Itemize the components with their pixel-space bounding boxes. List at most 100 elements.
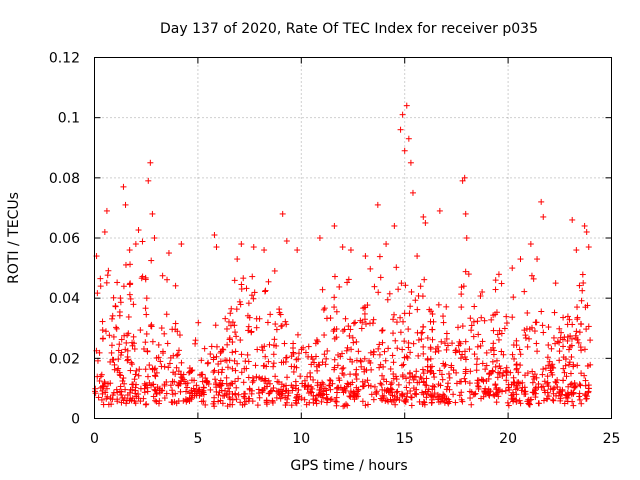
data-point [169, 387, 176, 394]
data-point [530, 373, 537, 380]
data-point [379, 372, 386, 379]
data-point [333, 308, 340, 315]
data-point [207, 351, 214, 358]
data-point [531, 328, 538, 335]
data-point [405, 326, 412, 333]
data-point [350, 320, 357, 327]
data-point [397, 314, 404, 321]
data-point [211, 398, 218, 405]
data-point [345, 323, 352, 330]
data-point [150, 393, 157, 400]
data-point [528, 396, 535, 403]
data-point [495, 271, 502, 278]
data-point [329, 380, 336, 387]
data-point [242, 358, 249, 365]
data-point [299, 380, 306, 387]
data-point [429, 311, 436, 318]
data-point [288, 402, 295, 409]
data-point [278, 391, 285, 398]
data-point [102, 328, 109, 335]
data-point [362, 253, 369, 260]
data-point [397, 126, 404, 133]
data-point [174, 351, 181, 358]
data-point [132, 241, 139, 248]
data-point [376, 351, 383, 358]
data-point [500, 369, 507, 376]
data-point [574, 336, 581, 343]
data-point [492, 286, 499, 293]
data-point [385, 345, 392, 352]
data-point [587, 337, 594, 344]
data-point [392, 337, 399, 344]
data-point [465, 271, 472, 278]
data-point [530, 389, 537, 396]
data-point [478, 314, 485, 321]
data-point [443, 386, 450, 393]
data-point [120, 283, 127, 290]
data-point [98, 396, 105, 403]
data-point [238, 241, 245, 248]
data-point [211, 231, 218, 238]
data-point [578, 321, 585, 328]
data-point [370, 348, 377, 355]
data-point [347, 389, 354, 396]
data-point [100, 382, 107, 389]
data-point [195, 386, 202, 393]
data-point [163, 390, 170, 397]
data-point [556, 348, 563, 355]
data-point [574, 314, 581, 321]
data-point [129, 361, 136, 368]
data-point [574, 362, 581, 369]
x-tick-label: 5 [193, 431, 202, 447]
data-point [509, 351, 516, 358]
data-point [481, 317, 488, 324]
data-point [496, 327, 503, 334]
data-point [581, 372, 588, 379]
data-point [441, 362, 448, 369]
data-point [511, 355, 518, 362]
data-point [163, 311, 170, 318]
data-point [290, 349, 297, 356]
data-point [253, 315, 260, 322]
data-point [129, 386, 136, 393]
data-point [226, 336, 233, 343]
data-point [458, 378, 465, 385]
data-point [399, 391, 406, 398]
data-point [139, 273, 146, 280]
data-point [255, 386, 262, 393]
data-point [236, 298, 243, 305]
data-point [195, 319, 202, 326]
data-point [232, 348, 239, 355]
data-point [360, 383, 367, 390]
data-point [223, 325, 230, 332]
data-point [353, 366, 360, 373]
data-point [370, 316, 377, 323]
data-point [421, 399, 428, 406]
data-point [540, 329, 547, 336]
data-point [229, 339, 236, 346]
data-point [124, 347, 131, 354]
data-point [207, 386, 214, 393]
data-point [420, 378, 427, 385]
data-point [322, 361, 329, 368]
data-point [401, 310, 408, 317]
data-point [126, 281, 133, 288]
data-point [482, 366, 489, 373]
data-point [376, 253, 383, 260]
data-point [539, 371, 546, 378]
data-point [232, 367, 239, 374]
data-point [395, 286, 402, 293]
data-point [171, 398, 178, 405]
data-point [378, 381, 385, 388]
data-point [479, 288, 486, 295]
data-point [240, 393, 247, 400]
data-point [475, 383, 482, 390]
data-point [571, 384, 578, 391]
data-point [232, 329, 239, 336]
data-point [123, 400, 130, 407]
data-point [544, 373, 551, 380]
data-point [419, 389, 426, 396]
data-point [581, 346, 588, 353]
data-point [466, 380, 473, 387]
data-point [190, 385, 197, 392]
